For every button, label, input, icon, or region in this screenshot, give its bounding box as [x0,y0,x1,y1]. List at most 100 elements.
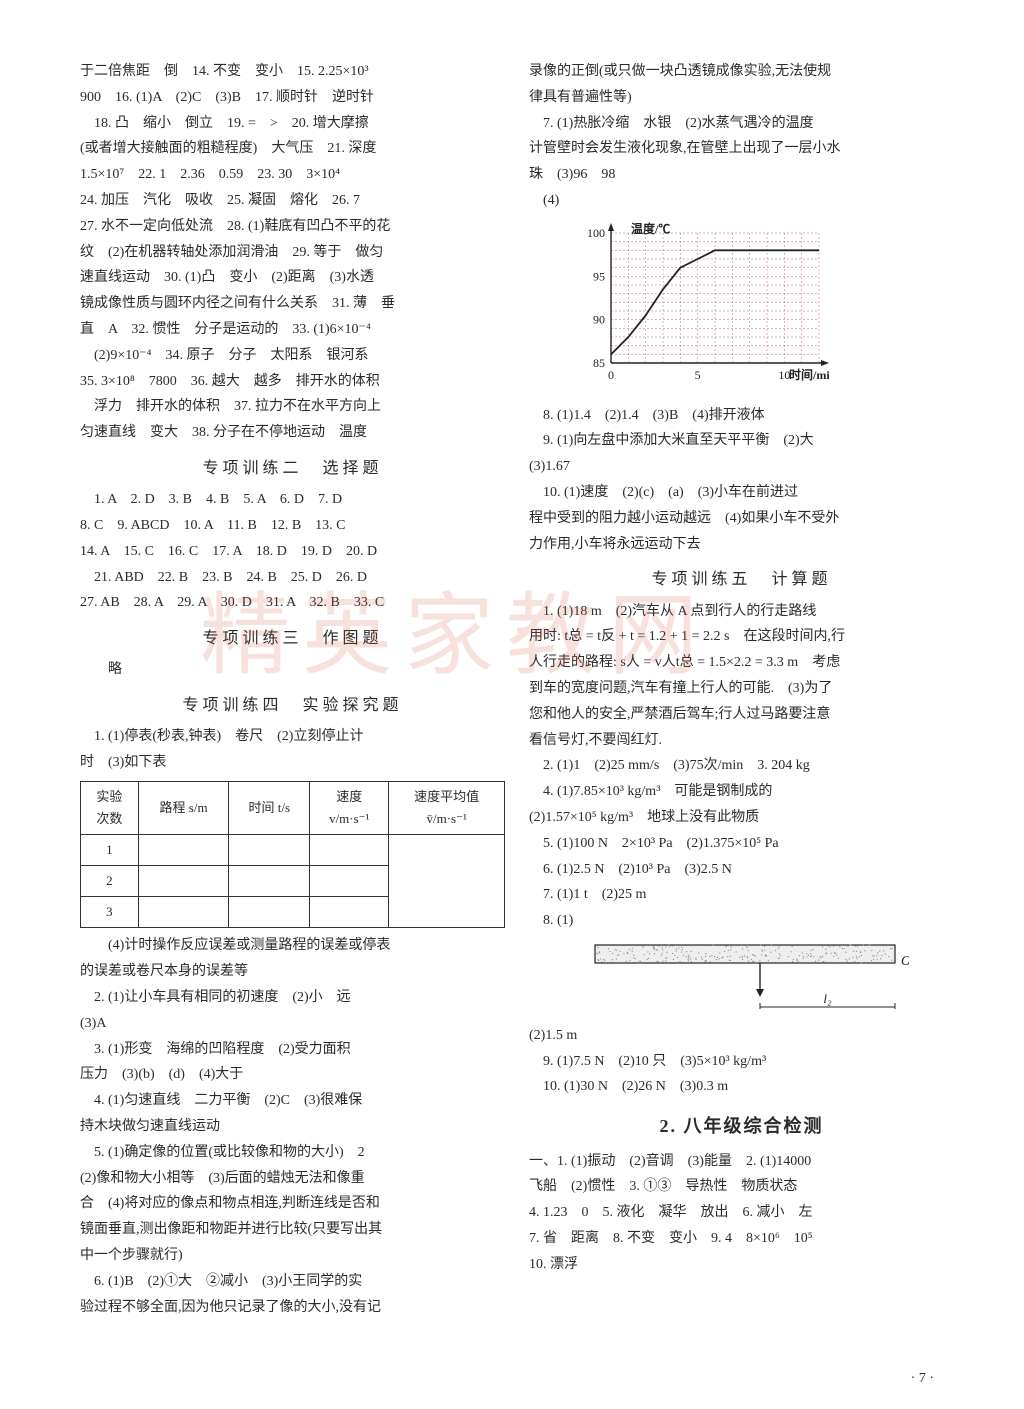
text-line: 1.5×10⁷ 22. 1 2.36 0.59 23. 30 3×10⁴ [80,163,505,187]
table-header: 时间 t/s [229,781,310,834]
text-line: 9. (1)7.5 N (2)10 只 (3)5×10³ kg/m³ [529,1050,954,1074]
table-cell: 2 [81,866,139,897]
table-cell [310,866,389,897]
text-line: 5. (1)确定像的位置(或比较像和物的大小) 2 [80,1141,505,1165]
table-cell [138,866,229,897]
text-line: 验过程不够全面,因为他只记录了像的大小,没有记 [80,1296,505,1320]
text-line: 纹 (2)在机器转轴处添加润滑油 29. 等于 做匀 [80,241,505,265]
table-cell: 3 [81,897,139,928]
text-line: 程中受到的阻力越小运动越远 (4)如果小车不受外 [529,507,954,531]
page-number: · 7 · [911,1367,934,1391]
text-line: 10. (1)30 N (2)26 N (3)0.3 m [529,1075,954,1099]
svg-text:90: 90 [593,312,605,326]
table-cell [229,866,310,897]
text-line: 4. (1)7.85×10³ kg/m³ 可能是钢制成的 [529,780,954,804]
text-line: 6. (1)B (2)①大 ②减小 (3)小王同学的实 [80,1270,505,1294]
text-line: (2)1.5 m [529,1024,954,1048]
block-r2: 8. (1)1.4 (2)1.4 (3)B (4)排开液体 9. (1)向左盘中… [529,404,954,557]
text-line: 9. (1)向左盘中添加大米直至天平平衡 (2)大 [529,429,954,453]
text-line: 人行走的路程: s人 = v人t总 = 1.5×2.2 = 3.3 m 考虑 [529,651,954,675]
table-cell [389,835,505,928]
table-header: 路程 s/m [138,781,229,834]
table-cell [229,835,310,866]
text-line: (3)A [80,1012,505,1036]
text-line: 律具有普遍性等) [529,86,954,110]
section-title-3: 专项训练三 作图题 [80,625,505,652]
text-line: 速直线运动 30. (1)凸 变小 (2)距离 (3)水透 [80,266,505,290]
text-line: 的误差或卷尺本身的误差等 [80,960,505,984]
svg-text:O: O [901,954,909,969]
text-line: 27. 水不一定向低处流 28. (1)鞋底有凹凸不平的花 [80,215,505,239]
text-line: 21. ABD 22. B 23. B 24. B 25. D 26. D [80,566,505,590]
text-line: 镜面垂直,测出像距和物距并进行比较(只要写出其 [80,1218,505,1242]
table-cell: 1 [81,835,139,866]
block-2: 1. A 2. D 3. B 4. B 5. A 6. D 7. D8. C 9… [80,488,505,615]
text-line: 压力 (3)(b) (d) (4)大于 [80,1063,505,1087]
text-line: 7. (1)热胀冷缩 水银 (2)水蒸气遇冷的温度 [529,112,954,136]
text-line: 8. (1)1.4 (2)1.4 (3)B (4)排开液体 [529,404,954,428]
text-line: 一、1. (1)振动 (2)音调 (3)能量 2. (1)14000 [529,1150,954,1174]
text-line: (2)9×10⁻⁴ 34. 原子 分子 太阳系 银河系 [80,344,505,368]
svg-text:100: 100 [587,226,605,240]
text-line: 珠 (3)96 98 [529,163,954,187]
temperature-chart: 8590951000510温度/℃时间/min [569,219,954,398]
text-line: 时 (3)如下表 [80,751,505,775]
svg-text:l₂: l₂ [823,991,832,1006]
table-header: 速度平均值v̄/m·s⁻¹ [389,781,505,834]
block-r3: 1. (1)18 m (2)汽车从 A 点到行人的行走路线用时: t总 = t反… [529,600,954,933]
text-line: 7. (1)1 t (2)25 m [529,883,954,907]
text-line: (3)1.67 [529,455,954,479]
text-line: 合 (4)将对应的像点和物点相连,判断连线是否和 [80,1192,505,1216]
text-line: 3. (1)形变 海绵的凹陷程度 (2)受力面积 [80,1038,505,1062]
text-line: 18. 凸 缩小 倒立 19. = > 20. 增大摩擦 [80,112,505,136]
text-line: 4. 1.23 0 5. 液化 凝华 放出 6. 减小 左 [529,1201,954,1225]
text-line: 用时: t总 = t反 + t = 1.2 + 1 = 2.2 s 在这段时间内… [529,625,954,649]
text-line: 1. (1)停表(秒表,钟表) 卷尺 (2)立刻停止计 [80,725,505,749]
text-line: 14. A 15. C 16. C 17. A 18. D 19. D 20. … [80,540,505,564]
text-line: 6. (1)2.5 N (2)10³ Pa (3)2.5 N [529,858,954,882]
table-cell [229,897,310,928]
text-line: (或者增大接触面的粗糙程度) 大气压 21. 深度 [80,137,505,161]
text-line: 到车的宽度问题,汽车有撞上行人的可能. (3)为了 [529,677,954,701]
text-line: 匀速直线 变大 38. 分子在不停地运动 温度 [80,421,505,445]
section-title-2: 专项训练二 选择题 [80,455,505,482]
text-line: 镜成像性质与圆环内径之间有什么关系 31. 薄 垂 [80,292,505,316]
page-columns: 于二倍焦距 倒 14. 不变 变小 15. 2.25×10³900 16. (1… [80,60,954,1340]
table-cell [138,835,229,866]
text-line: 计管壁时会发生液化现象,在管壁上出现了一层小水 [529,137,954,161]
block-3: 略 [80,658,505,682]
text-line: 24. 加压 汽化 吸收 25. 凝固 熔化 26. 7 [80,189,505,213]
text-line: 10. 漂浮 [529,1253,954,1277]
text-line: 5. (1)100 N 2×10³ Pa (2)1.375×10⁵ Pa [529,832,954,856]
svg-text:85: 85 [593,356,605,370]
text-line: 900 16. (1)A (2)C (3)B 17. 顺时针 逆时针 [80,86,505,110]
section-title-5: 专项训练五 计算题 [529,566,954,593]
table-cell [138,897,229,928]
table-cell [310,897,389,928]
svg-text:5: 5 [695,368,701,382]
svg-text:时间/min: 时间/min [789,367,829,382]
text-line: 8. C 9. ABCD 10. A 11. B 12. B 13. C [80,514,505,538]
table-header: 速度v/m·s⁻¹ [310,781,389,834]
svg-text:0: 0 [608,368,614,382]
table-header: 实验次数 [81,781,139,834]
text-line: (4)计时操作反应误差或测量路程的误差或停表 [80,934,505,958]
table-cell [310,835,389,866]
text-line: 浮力 排开水的体积 37. 拉力不在水平方向上 [80,395,505,419]
text-line: 27. AB 28. A 29. A 30. D 31. A 32. B 33.… [80,591,505,615]
block-r5: 一、1. (1)振动 (2)音调 (3)能量 2. (1)14000飞船 (2)… [529,1150,954,1277]
section-title-6: 2. 八年级综合检测 [529,1111,954,1142]
text-line: 8. (1) [529,909,954,933]
text-line: 中一个步骤就行) [80,1244,505,1268]
text-line: 持木块做匀速直线运动 [80,1115,505,1139]
svg-text:95: 95 [593,269,605,283]
text-line: 飞船 (2)惯性 3. ①③ 导热性 物质状态 [529,1175,954,1199]
text-line: (4) [529,189,954,213]
text-line: 1. (1)18 m (2)汽车从 A 点到行人的行走路线 [529,600,954,624]
text-line: (2)1.57×10⁵ kg/m³ 地球上没有此物质 [529,806,954,830]
block-4-pre: 1. (1)停表(秒表,钟表) 卷尺 (2)立刻停止计时 (3)如下表 [80,725,505,775]
text-line: 2. (1)让小车具有相同的初速度 (2)小 远 [80,986,505,1010]
text-line: 直 A 32. 惯性 分子是运动的 33. (1)6×10⁻⁴ [80,318,505,342]
text-line: 2. (1)1 (2)25 mm/s (3)75次/min 3. 204 kg [529,754,954,778]
text-line: 4. (1)匀速直线 二力平衡 (2)C (3)很难保 [80,1089,505,1113]
